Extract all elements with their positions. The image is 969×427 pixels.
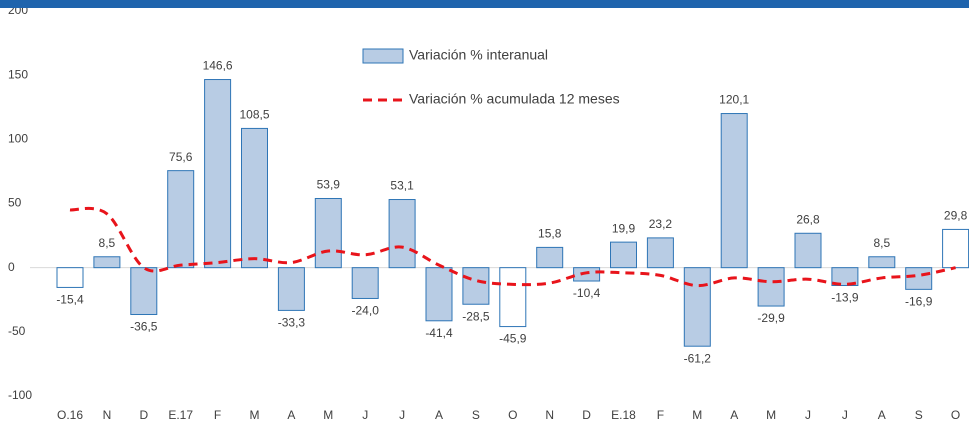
bar (573, 267, 601, 282)
x-tick-label: A (435, 408, 443, 422)
bar (905, 267, 933, 290)
x-tick-label: J (842, 408, 848, 422)
x-tick-label: M (692, 408, 702, 422)
bar (831, 267, 859, 287)
data-label: -41,4 (425, 326, 453, 340)
data-label: 8,5 (873, 236, 890, 250)
bar (93, 256, 121, 269)
bar (683, 267, 711, 347)
y-tick-label: -50 (8, 324, 26, 338)
data-label: -15,4 (56, 293, 84, 307)
bar (462, 267, 490, 305)
x-tick-label: A (730, 408, 738, 422)
x-tick-label: A (287, 408, 295, 422)
data-label: 53,1 (390, 179, 414, 193)
bar (868, 256, 896, 269)
x-tick-label: J (805, 408, 811, 422)
x-tick-label: N (545, 408, 554, 422)
y-tick-label: 150 (8, 67, 28, 81)
bar (757, 267, 785, 307)
data-label: 53,9 (317, 178, 341, 192)
x-tick-label: E.17 (168, 408, 193, 422)
data-label: 146,6 (203, 59, 233, 73)
data-label: 15,8 (538, 227, 562, 241)
data-label: 19,9 (612, 221, 636, 235)
data-label: -13,9 (831, 291, 859, 305)
x-tick-label: S (915, 408, 923, 422)
data-label: -16,9 (905, 295, 933, 309)
y-tick-label: 100 (8, 132, 28, 146)
bar (610, 241, 637, 269)
bar (794, 232, 822, 269)
bar (277, 267, 305, 311)
legend-swatch (362, 48, 404, 64)
data-label: 8,5 (99, 236, 116, 250)
data-label: 26,8 (796, 212, 820, 226)
x-tick-label: D (582, 408, 591, 422)
bar (536, 246, 564, 269)
x-tick-label: J (399, 408, 405, 422)
x-tick-label: O (951, 408, 960, 422)
bar (646, 237, 674, 269)
data-label: -61,2 (684, 351, 712, 365)
legend-label: Variación % acumulada 12 meses (409, 91, 620, 107)
x-tick-label: S (472, 408, 480, 422)
bar (130, 267, 158, 316)
x-tick-label: M (250, 408, 260, 422)
legend-label: Variación % interanual (409, 47, 548, 63)
data-label: -10,4 (573, 286, 601, 300)
bar (241, 127, 268, 269)
x-tick-label: M (323, 408, 333, 422)
data-label: 29,8 (944, 209, 968, 223)
bar (942, 228, 969, 269)
bar (167, 170, 195, 269)
y-tick-label: 0 (8, 260, 15, 274)
x-tick-label: E.18 (611, 408, 636, 422)
x-tick-label: F (214, 408, 221, 422)
x-tick-label: O (508, 408, 517, 422)
line (69, 206, 956, 288)
bar (204, 79, 232, 269)
bar (351, 267, 379, 299)
data-label: -24,0 (352, 304, 380, 318)
data-label: -28,5 (462, 309, 490, 323)
bar (499, 267, 527, 328)
bar (388, 199, 416, 269)
x-tick-label: N (103, 408, 112, 422)
data-label: -33,3 (278, 316, 306, 330)
x-tick-label: J (362, 408, 368, 422)
data-label: 75,6 (169, 150, 193, 164)
x-tick-label: O.16 (57, 408, 83, 422)
x-tick-label: A (878, 408, 886, 422)
top-band (0, 0, 969, 8)
data-label: 120,1 (719, 93, 749, 107)
y-tick-label: 50 (8, 196, 22, 210)
y-tick-label: -100 (8, 388, 32, 402)
bar (56, 267, 84, 288)
data-label: -36,5 (130, 320, 158, 334)
bar (720, 113, 748, 269)
x-tick-label: D (139, 408, 148, 422)
data-label: -29,9 (757, 311, 785, 325)
data-label: 23,2 (649, 217, 673, 231)
bar (314, 197, 342, 269)
data-label: -45,9 (499, 332, 527, 346)
bar (425, 267, 453, 322)
x-tick-label: M (766, 408, 776, 422)
x-tick-label: F (657, 408, 664, 422)
data-label: 108,5 (239, 108, 269, 122)
